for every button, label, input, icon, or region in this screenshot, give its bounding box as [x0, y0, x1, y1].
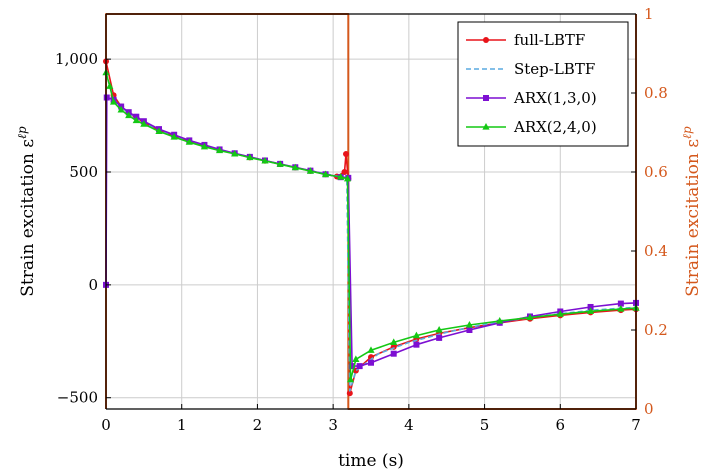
x-tick-label: 0 — [101, 416, 111, 434]
data-point — [349, 363, 356, 370]
data-point — [356, 363, 363, 370]
data-point — [215, 146, 224, 154]
data-point — [343, 150, 350, 157]
y-tick-label-right: 0.2 — [644, 321, 668, 339]
data-point — [556, 310, 564, 317]
data-point — [291, 163, 299, 171]
data-point — [140, 120, 148, 127]
data-point — [496, 316, 504, 324]
y-axis-label-right: Strain excitation εℓp — [680, 126, 703, 297]
y-tick-label-right: 1 — [644, 5, 654, 23]
y-tick-label-left: 1,000 — [55, 50, 98, 68]
y-axis-label-right-text: Strain excitation ε — [683, 139, 703, 297]
y-axis-label-left-superscript: ℓp — [15, 126, 29, 139]
legend-entry: full-LBTF — [466, 31, 585, 49]
data-point — [367, 346, 375, 353]
y-axis-label-right-superscript: ℓp — [680, 126, 694, 139]
x-tick-label: 4 — [404, 416, 414, 434]
x-axis-label: time (s) — [338, 451, 404, 471]
data-point — [337, 172, 345, 180]
data-point — [117, 105, 125, 113]
y-tick-label-left: 0 — [88, 276, 98, 294]
legend-entry: Step-LBTF — [466, 60, 595, 78]
data-point — [526, 313, 534, 321]
data-point — [368, 359, 374, 366]
legend: full-LBTF Step-LBTF ARX(1,3,0) ARX(2,4,0) — [457, 21, 629, 147]
data-point — [155, 127, 163, 134]
y-tick-label-left: 500 — [69, 163, 98, 181]
data-point — [413, 341, 420, 348]
data-point — [390, 350, 397, 357]
data-point — [125, 111, 133, 119]
data-point — [343, 174, 352, 182]
data-point — [346, 390, 353, 397]
data-point — [436, 334, 443, 341]
data-point — [466, 327, 473, 333]
data-point — [200, 142, 209, 150]
y-tick-label-right: 0.4 — [644, 242, 668, 260]
data-point — [170, 133, 178, 140]
y-tick-label-right: 0 — [644, 400, 654, 418]
data-point — [321, 170, 330, 178]
data-point — [617, 305, 625, 312]
x-tick-label: 3 — [328, 416, 338, 434]
y-axis-label-left-text: Strain excitation ε — [18, 139, 38, 297]
legend-entry: ARX(2,4,0) — [466, 118, 597, 136]
data-point — [465, 321, 474, 328]
data-point — [483, 95, 489, 101]
data-point — [132, 116, 140, 124]
data-point — [231, 149, 239, 157]
axis-layer: 0 1 2 3 4 5 6 7−50005001,00000.20.40.60.81time … — [15, 5, 703, 471]
legend-label: full-LBTF — [514, 31, 585, 49]
legend-label: Step-LBTF — [514, 60, 595, 78]
data-point — [276, 160, 284, 167]
data-point — [412, 331, 421, 339]
data-point — [185, 138, 193, 145]
data-point — [261, 156, 269, 164]
y-tick-label-right: 0.6 — [644, 163, 668, 181]
x-tick-label: 7 — [631, 416, 641, 434]
data-point — [341, 169, 348, 175]
data-point — [482, 123, 490, 130]
series-line — [105, 72, 637, 381]
data-point — [435, 326, 443, 333]
data-point — [352, 355, 360, 362]
y-axis-label-left: Strain excitation εℓp — [15, 126, 38, 297]
data-point — [586, 307, 595, 314]
y-tick-label-right: 0.8 — [644, 84, 668, 102]
x-tick-label: 2 — [253, 416, 263, 434]
legend-label: ARX(1,3,0) — [513, 89, 597, 107]
data-point — [103, 94, 110, 101]
data-point — [390, 338, 398, 346]
x-tick-label: 6 — [556, 416, 566, 434]
data-point — [587, 303, 594, 310]
data-point — [246, 153, 254, 161]
data-point — [346, 375, 355, 383]
x-tick-label: 5 — [480, 416, 490, 434]
y-tick-label-left: −500 — [57, 389, 98, 407]
legend-entry: ARX(1,3,0) — [466, 89, 597, 107]
data-point — [483, 37, 489, 43]
data-point — [109, 98, 118, 105]
legend-label: ARX(2,4,0) — [513, 118, 597, 136]
data-point — [617, 300, 624, 307]
x-tick-label: 1 — [177, 416, 187, 434]
data-point — [306, 167, 315, 174]
data-point — [106, 82, 114, 89]
